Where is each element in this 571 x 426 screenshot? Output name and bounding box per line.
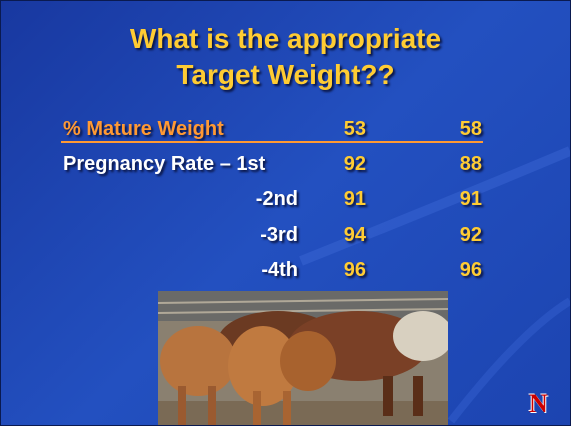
row-label: -3rd [260, 224, 298, 246]
cell: 91 [343, 188, 366, 210]
cell: 88 [459, 153, 482, 175]
cell: 96 [459, 259, 482, 281]
header-cell: 53 [343, 118, 366, 140]
header-cell: 58 [459, 118, 482, 140]
row-label: -4th [261, 259, 298, 281]
title-line: What is the appropriate [129, 23, 442, 54]
header-rule [61, 141, 483, 143]
cell: 94 [343, 224, 366, 246]
cell: 92 [459, 224, 482, 246]
row-label: Pregnancy Rate – 1st [63, 153, 266, 175]
cattle-photo [158, 291, 448, 425]
row-label: -2nd [255, 188, 298, 210]
cell: 92 [343, 153, 366, 175]
logo: N [529, 389, 548, 418]
title-line: Target Weight?? [176, 59, 395, 90]
cell: 91 [459, 188, 482, 210]
cell: 96 [343, 259, 366, 281]
header-cell: % Mature Weight [63, 118, 224, 140]
